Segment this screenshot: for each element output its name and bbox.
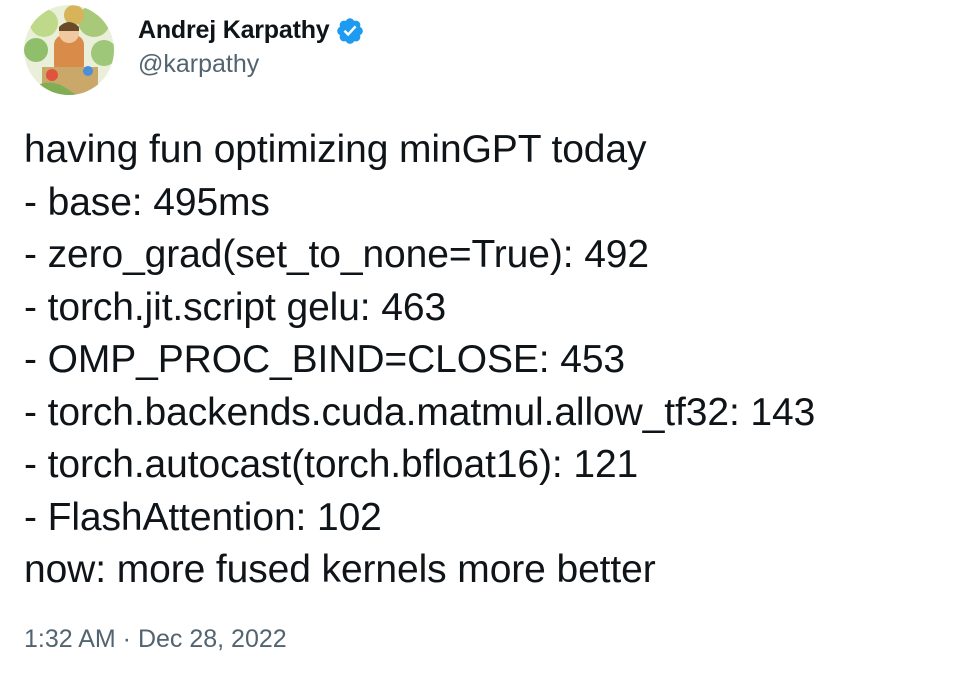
tweet-line: now: more fused kernels more better [24,548,656,591]
verified-badge-icon [337,17,364,44]
tweet-line: - torch.backends.cuda.matmul.allow_tf32:… [24,390,816,434]
avatar-illustration-icon [24,5,114,95]
tweet-line: having fun optimizing minGPT today [24,128,647,171]
author-handle[interactable]: @karpathy [138,49,260,78]
tweet-line: - torch.jit.script gelu: 463 [24,285,447,329]
tweet-line: - torch.autocast(torch.bfloat16): 121 [24,443,639,486]
tweet-header: Andrej Karpathy @karpathy [24,4,365,96]
tweet-line: - FlashAttention: 102 [24,495,382,539]
avatar[interactable] [24,5,114,95]
author-names: Andrej Karpathy @karpathy [138,14,365,79]
name-row: Andrej Karpathy [138,14,365,48]
author-display-name[interactable]: Andrej Karpathy [138,16,330,44]
tweet-line: - OMP_PROC_BIND=CLOSE: 453 [24,338,626,381]
tweet-timestamp[interactable]: 1:32 AM · Dec 28, 2022 [24,625,287,653]
tweet-text: having fun optimizing minGPT today - bas… [24,124,944,597]
tweet-line: - base: 495ms [24,180,270,224]
tweet-line: - zero_grad(set_to_none=True): 492 [24,233,649,276]
